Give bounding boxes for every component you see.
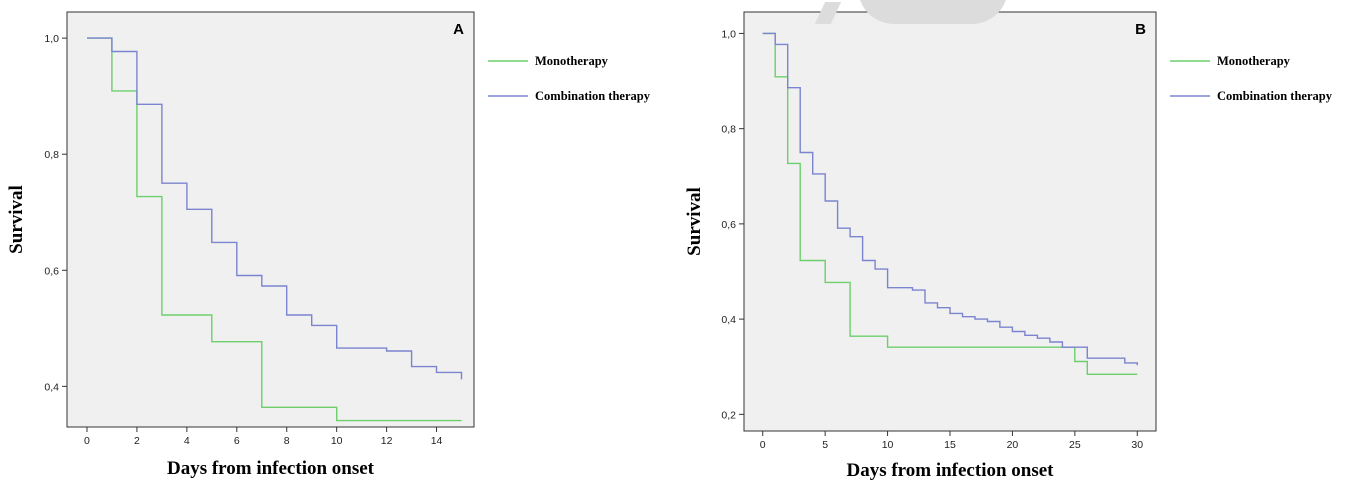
y-tick-label: 0,4: [44, 381, 59, 393]
y-tick-label: 0,4: [721, 314, 736, 326]
legend-label: Monotherapy: [535, 54, 609, 68]
y-tick-label: 0,8: [44, 149, 59, 161]
x-tick-label: 10: [882, 439, 894, 451]
x-axis-label: Days from infection onset: [167, 458, 375, 479]
legend-label: Combination therapy: [535, 89, 651, 103]
y-tick-label: 1,0: [44, 33, 59, 45]
y-axis-label: Survival: [6, 185, 27, 254]
x-tick-label: 0: [760, 439, 766, 451]
x-tick-label: 12: [381, 435, 393, 447]
panel-label: B: [1135, 21, 1146, 38]
decorative-shape: [858, 0, 1008, 24]
y-tick-label: 0,6: [44, 265, 59, 277]
chart-panel-b: B 0 5 10 15 20 25 30 0,2 0,4 0,6 0,8 1,0 Days from in…: [684, 11, 1333, 481]
plot-area: [66, 11, 475, 428]
panel-label: A: [453, 21, 464, 38]
x-tick-label: 6: [234, 435, 240, 447]
x-axis-label: Days from infection onset: [846, 460, 1054, 481]
chart-panel-a: A 0 2 4 6 8 10 12 14 0,4 0,6 0,8 1,0 Days from infect…: [6, 11, 651, 479]
legend-label: Combination therapy: [1217, 89, 1333, 103]
y-tick-label: 0,8: [721, 124, 736, 136]
x-tick-label: 25: [1069, 439, 1081, 451]
y-tick-label: 0,2: [721, 409, 736, 421]
legend-label: Monotherapy: [1217, 54, 1291, 68]
survival-curve-monotherapy: [762, 32, 1138, 375]
x-tick-label: 8: [284, 435, 290, 447]
x-tick-label: 0: [84, 435, 90, 447]
x-tick-label: 15: [944, 439, 956, 451]
x-tick-label: 30: [1131, 439, 1143, 451]
x-tick-label: 2: [134, 435, 140, 447]
y-axis-label: Survival: [684, 187, 705, 256]
y-tick-label: 1,0: [721, 28, 736, 40]
x-tick-label: 20: [1007, 439, 1019, 451]
x-tick-label: 14: [431, 435, 443, 447]
x-tick-label: 4: [184, 435, 190, 447]
survival-curve-combination: [87, 37, 463, 380]
x-tick-label: 10: [331, 435, 343, 447]
survival-curve-monotherapy: [87, 37, 462, 422]
survival-curve-combination: [762, 32, 1138, 366]
x-tick-label: 5: [822, 439, 828, 451]
y-tick-label: 0,6: [721, 219, 736, 231]
plot-area: [743, 11, 1157, 432]
